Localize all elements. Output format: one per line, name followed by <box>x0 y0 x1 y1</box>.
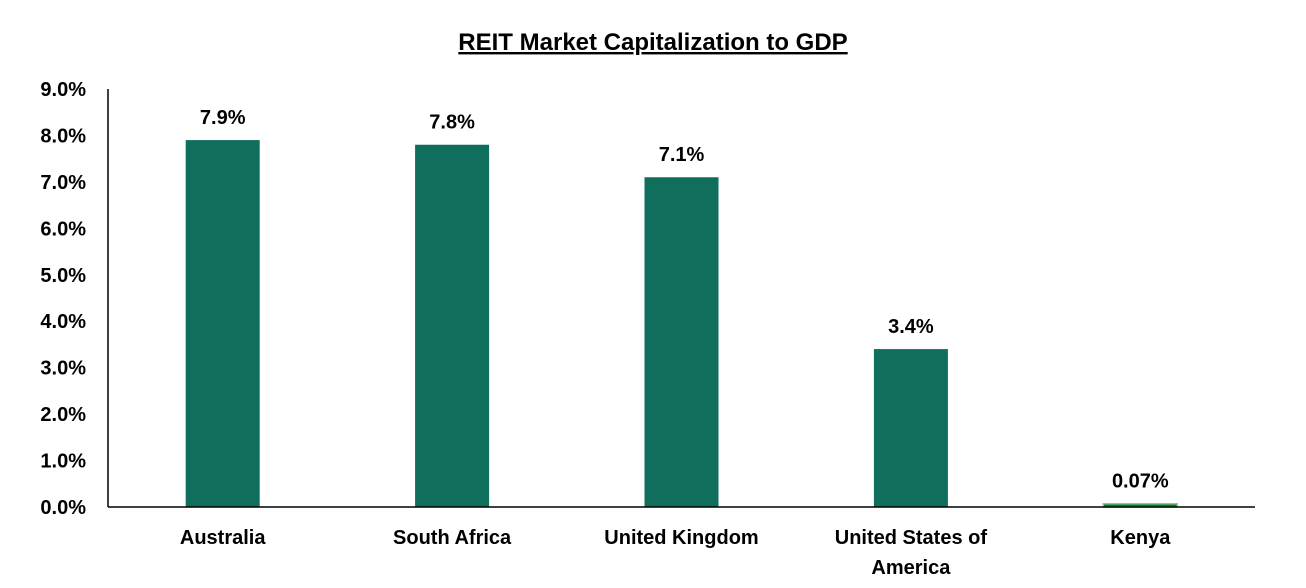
data-labels: 7.9% 7.8% 7.1% 3.4% 0.07% <box>200 107 1169 493</box>
category-label: United Kingdom <box>604 527 758 549</box>
data-label: 7.1% <box>659 144 705 166</box>
category-label: Kenya <box>1110 527 1171 549</box>
bars <box>185 140 1179 508</box>
data-label: 7.9% <box>200 107 246 129</box>
x-axis-labels: Australia South Africa United Kingdom Unite… <box>180 527 1171 579</box>
category-label: America <box>871 557 951 579</box>
y-tick-label: 3.0% <box>40 358 86 380</box>
data-label: 7.8% <box>429 112 475 134</box>
bar <box>185 140 260 508</box>
data-label: 3.4% <box>888 316 934 338</box>
bar <box>415 144 490 507</box>
y-tick-label: 0.0% <box>40 497 86 519</box>
y-tick-label: 1.0% <box>40 451 86 473</box>
bar <box>644 177 719 507</box>
category-label: Australia <box>180 527 266 549</box>
y-tick-label: 2.0% <box>40 404 86 426</box>
bar <box>873 349 948 507</box>
data-label: 0.07% <box>1112 471 1169 493</box>
y-tick-label: 9.0% <box>40 79 86 101</box>
y-tick-label: 7.0% <box>40 172 86 194</box>
category-label: United States of <box>835 527 988 549</box>
y-tick-label: 4.0% <box>40 311 86 333</box>
category-label: South Africa <box>393 527 512 549</box>
chart-title: REIT Market Capitalization to GDP <box>458 29 847 56</box>
y-tick-label: 8.0% <box>40 125 86 147</box>
y-tick-label: 5.0% <box>40 265 86 287</box>
y-tick-label: 6.0% <box>40 218 86 240</box>
y-axis-ticks: 0.0% 1.0% 2.0% 3.0% 4.0% 5.0% 6.0% 7.0% 8.0% 9.0% <box>40 79 86 519</box>
